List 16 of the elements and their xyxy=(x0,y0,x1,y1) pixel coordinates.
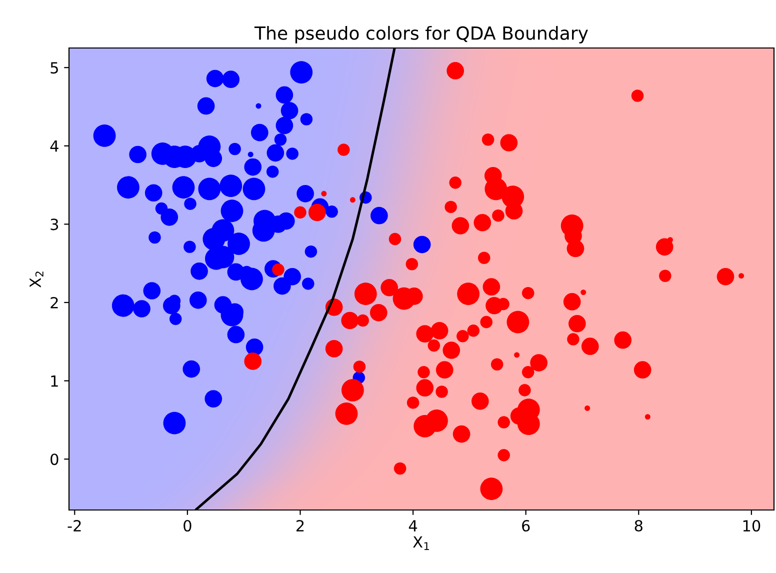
x-tick-label: 8 xyxy=(634,520,642,532)
y-tick-label: 4 xyxy=(50,140,58,152)
y-tick-label: 3 xyxy=(50,218,58,230)
x-tick-label: -2 xyxy=(68,520,81,532)
y-tick-label: 1 xyxy=(51,375,58,387)
x-tick-label: 4 xyxy=(408,520,418,532)
y-tick-label: 5 xyxy=(50,62,58,74)
chart-title: The pseudo colors for QDA Boundary xyxy=(254,26,588,44)
x-tick-label: 2 xyxy=(296,520,304,532)
y-tick-label: 0 xyxy=(50,454,58,466)
x-tick-label: 0 xyxy=(184,520,192,532)
x-tick-label: 10 xyxy=(743,520,760,532)
x-axis-title: X$_{1}$ xyxy=(413,536,429,550)
y-axis-title: X$_{2}$ xyxy=(30,272,44,288)
x-tick-label: 6 xyxy=(522,520,530,532)
y-tick-label: 2 xyxy=(50,296,58,308)
